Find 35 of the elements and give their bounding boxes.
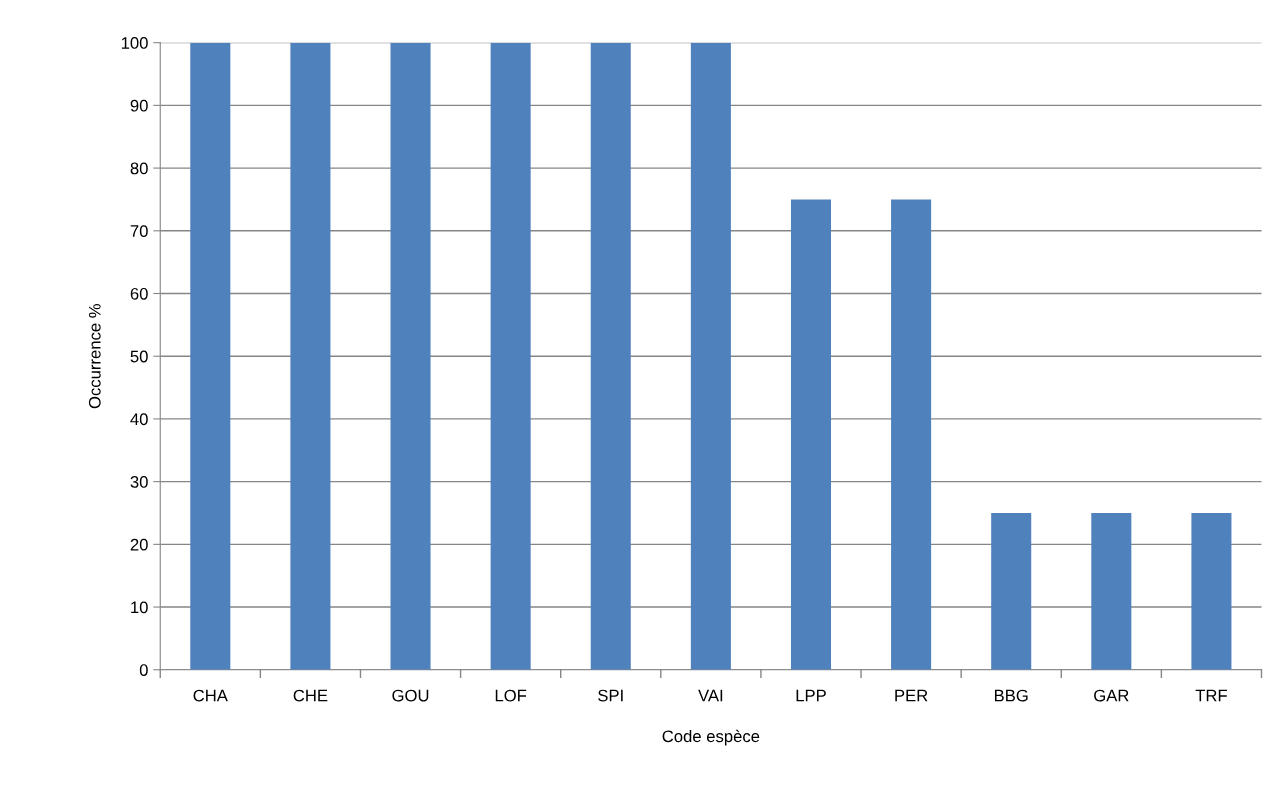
x-tick-label: TRF [1195, 689, 1227, 702]
x-tick-label: LPP [796, 689, 826, 702]
y-tick-label: 80 [130, 162, 148, 175]
y-tick-label: 0 [139, 664, 148, 676]
bar [690, 42, 731, 670]
x-axis-title: Code espèce [662, 729, 760, 746]
bar [1091, 512, 1132, 670]
x-tick-label: GAR [1094, 689, 1129, 702]
bar [390, 42, 431, 670]
y-tick-label: 70 [130, 225, 148, 237]
x-tick-label: CHA [193, 689, 228, 702]
bar [790, 199, 831, 670]
y-tick-label: 30 [130, 476, 148, 488]
y-tick-label: 90 [130, 99, 148, 112]
bar [190, 42, 231, 670]
x-tick-label: GOU [392, 689, 429, 702]
x-tick-label: VAI [698, 689, 723, 702]
y-tick-label: 40 [130, 413, 148, 426]
y-tick-label: 50 [130, 350, 148, 363]
y-tick-label: 100 [121, 37, 148, 49]
y-axis-title: Occurrence % [88, 304, 101, 409]
x-tick-label: LOF [495, 689, 527, 702]
bar [290, 42, 331, 670]
x-tick-label: BBG [994, 689, 1028, 702]
x-tick-label: CHE [293, 689, 328, 702]
bar [1191, 512, 1232, 670]
y-tick-label: 10 [131, 601, 148, 614]
y-tick-label: 20 [130, 538, 148, 551]
x-tick-label: SPI [598, 689, 623, 702]
y-tick-label: 60 [130, 287, 148, 300]
x-tick-label: PER [895, 689, 928, 702]
bar [590, 42, 631, 670]
bar [991, 512, 1032, 670]
bar [490, 42, 531, 670]
bar [891, 199, 932, 670]
